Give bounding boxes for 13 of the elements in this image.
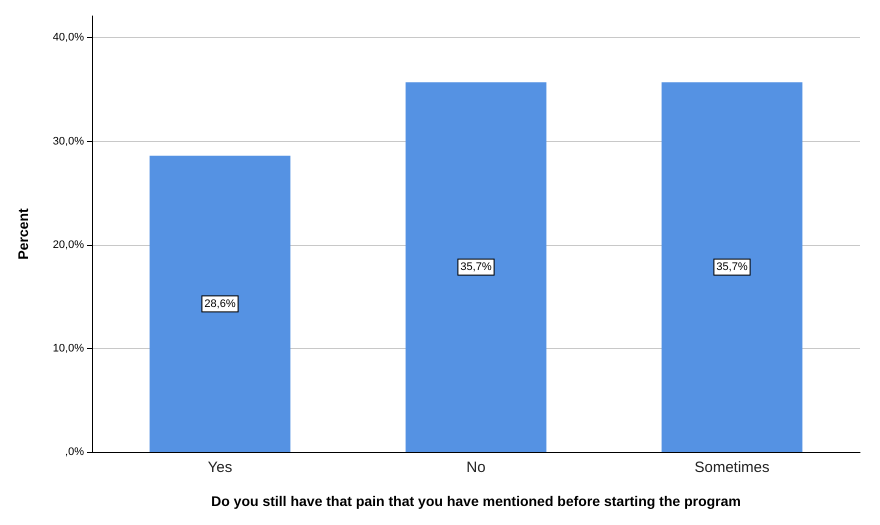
y-tick-label: 30,0% bbox=[52, 135, 84, 148]
x-tick-label: Yes bbox=[208, 459, 232, 476]
y-tick-label: 20,0% bbox=[52, 238, 84, 251]
x-axis-title: Do you still have that pain that you have mentioned before starting the program bbox=[211, 493, 741, 509]
y-axis-title: Percent bbox=[15, 208, 31, 260]
x-tick-label: Sometimes bbox=[694, 459, 770, 476]
y-tick-label: 10,0% bbox=[52, 342, 84, 354]
y-tick-label: ,0% bbox=[65, 446, 84, 458]
y-tick-label: 40,0% bbox=[52, 32, 84, 44]
x-tick-label: No bbox=[466, 459, 486, 476]
data-label: 35,7% bbox=[460, 261, 492, 274]
data-label: 35,7% bbox=[716, 261, 748, 274]
data-label: 28,6% bbox=[204, 298, 236, 310]
